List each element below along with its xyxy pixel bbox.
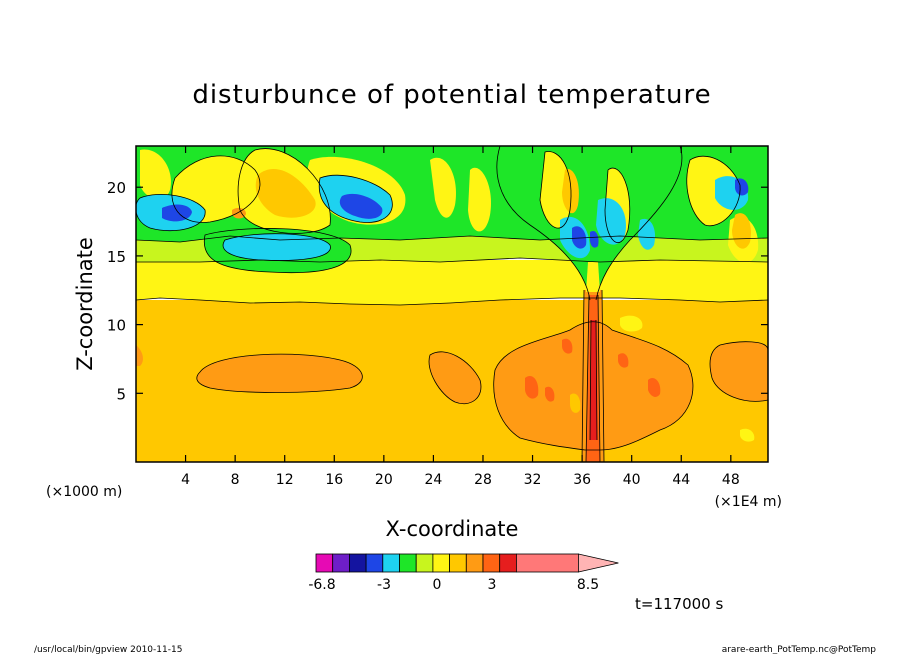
y-tick-label: 5 bbox=[116, 385, 126, 403]
x-tick-label: 44 bbox=[672, 472, 690, 488]
contour-field bbox=[136, 146, 768, 462]
colorbar-swatch bbox=[482, 553, 501, 573]
y-tick-label: 15 bbox=[107, 248, 126, 266]
colorbar-labels: -6.8 -3 0 3 8.5 bbox=[308, 577, 599, 593]
footer-left: /usr/local/bin/gpview 2010-11-15 bbox=[34, 645, 182, 654]
bubble-cyan-3 bbox=[223, 233, 331, 261]
x-tick-label: 28 bbox=[474, 472, 492, 488]
warm-lobe-4 bbox=[710, 341, 768, 402]
plume-blue-1 bbox=[572, 226, 587, 249]
plume-cyan-2 bbox=[596, 198, 626, 245]
warm-spot-4 bbox=[562, 338, 573, 354]
colorbar-swatch bbox=[332, 553, 350, 573]
colorbar-tick-label: -6.8 bbox=[308, 577, 335, 593]
chart-title: disturbunce of potential temperature bbox=[192, 80, 711, 110]
warm-spot-3 bbox=[648, 377, 661, 397]
colorbar-swatch bbox=[415, 553, 434, 573]
plot-frame bbox=[135, 145, 769, 463]
plume-blue-2 bbox=[735, 178, 749, 196]
colorbar-tick-label: 0 bbox=[433, 577, 442, 593]
lower-yellow-2 bbox=[740, 428, 755, 442]
bubble-blue-2 bbox=[339, 193, 383, 219]
column-stem-yellow bbox=[586, 262, 600, 292]
lobe-yellow-upper-1 bbox=[140, 149, 171, 200]
y-axis-label: Z-coordinate bbox=[73, 237, 97, 371]
plume-orange-1 bbox=[562, 169, 579, 214]
colorbar-swatch bbox=[449, 553, 467, 573]
footer-right: arare-earth_PotTemp.nc@PotTemp bbox=[722, 645, 877, 654]
x-axis: 4 8 12 16 20 24 28 32 36 40 44 48 bbox=[181, 146, 740, 488]
colorbar-tick-label: 3 bbox=[488, 577, 497, 593]
y-axis: 5 10 15 20 bbox=[107, 179, 768, 403]
colorbar-swatch bbox=[365, 553, 384, 573]
colorbar-swatch bbox=[465, 553, 484, 573]
warm-lobe-3 bbox=[136, 345, 143, 366]
contour-lines bbox=[136, 146, 768, 462]
colorbar-swatch bbox=[399, 553, 417, 573]
x-tick-label: 36 bbox=[573, 472, 591, 488]
warm-lobe-1 bbox=[196, 354, 363, 393]
warm-spot-6 bbox=[570, 393, 581, 413]
colorbar-tick-label: 8.5 bbox=[577, 577, 599, 593]
colorbar-extend-arrow bbox=[578, 553, 619, 573]
warm-spot-2 bbox=[545, 386, 555, 402]
colorbar-tick-label: -3 bbox=[377, 577, 391, 593]
plume-cyan-4 bbox=[638, 218, 656, 250]
x-tick-label: 16 bbox=[325, 472, 343, 488]
plume-yellow-1 bbox=[430, 157, 456, 218]
x-axis-label: X-coordinate bbox=[386, 517, 519, 541]
plume-orange-2 bbox=[732, 213, 751, 249]
x-tick-label: 8 bbox=[231, 472, 240, 488]
plume-yellow-2 bbox=[468, 167, 491, 232]
y-tick-label: 20 bbox=[107, 179, 126, 197]
colorbar-swatch bbox=[516, 553, 579, 573]
x-tick-label: 4 bbox=[181, 472, 190, 488]
x-tick-label: 20 bbox=[375, 472, 393, 488]
x-tick-label: 48 bbox=[722, 472, 740, 488]
colorbar-swatch bbox=[348, 553, 367, 573]
x-tick-label: 24 bbox=[424, 472, 442, 488]
colorbar-swatch bbox=[315, 553, 334, 573]
column-core bbox=[590, 320, 597, 440]
x-scale-note: (×1000 m) bbox=[46, 484, 122, 500]
colorbar bbox=[315, 553, 619, 573]
y-tick-label: 10 bbox=[107, 317, 126, 335]
x-unit-note: (×1E4 m) bbox=[715, 494, 782, 510]
colorbar-swatch bbox=[499, 553, 517, 573]
bubble-blue-1 bbox=[162, 204, 192, 222]
time-label: t=117000 s bbox=[635, 595, 723, 613]
lobe-orange-upper-1 bbox=[255, 169, 316, 218]
x-tick-label: 32 bbox=[524, 472, 542, 488]
warm-spot-1 bbox=[525, 375, 539, 399]
x-tick-label: 40 bbox=[623, 472, 641, 488]
warm-spot-5 bbox=[618, 353, 629, 368]
colorbar-swatch bbox=[432, 553, 450, 573]
warm-lobe-2 bbox=[429, 351, 481, 404]
x-tick-label: 12 bbox=[276, 472, 294, 488]
plume-yellow-3 bbox=[540, 151, 571, 229]
plume-blue-3 bbox=[590, 230, 599, 248]
colorbar-swatch bbox=[382, 553, 400, 573]
lower-yellow-1 bbox=[620, 315, 643, 332]
